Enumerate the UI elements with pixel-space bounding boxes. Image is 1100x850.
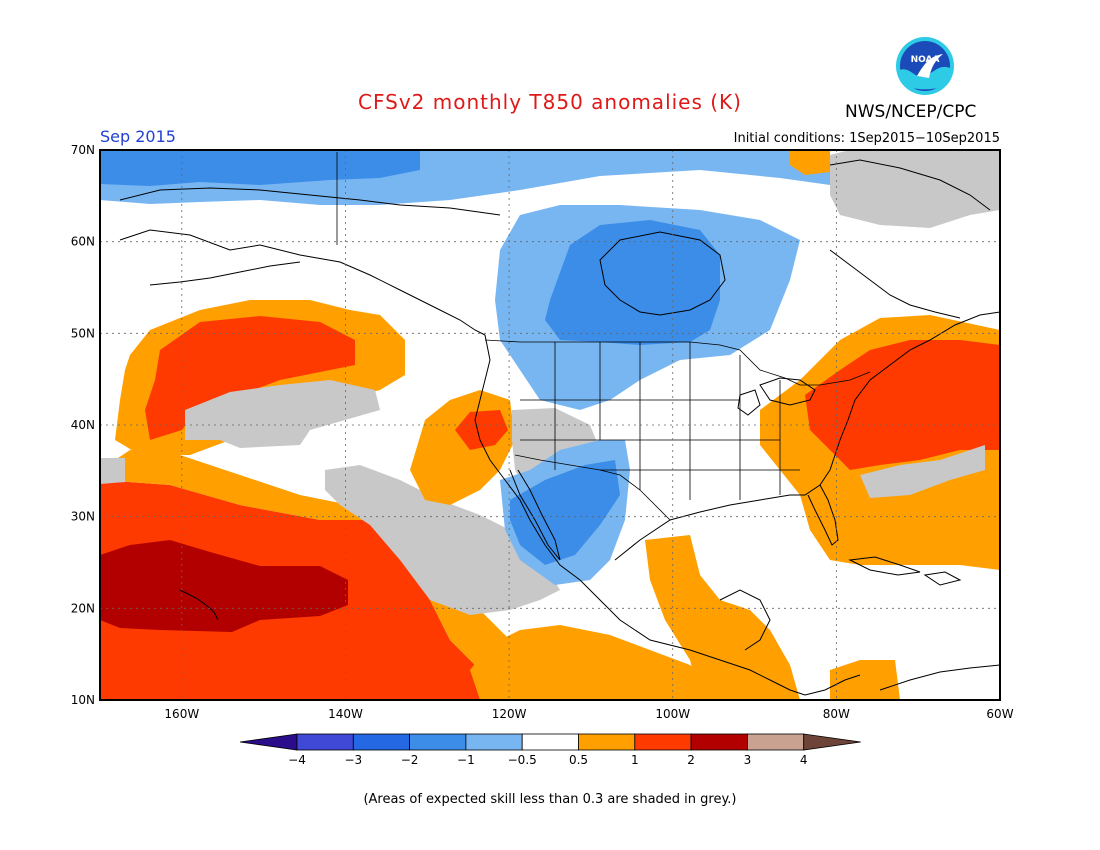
anomaly-region-greenland-grey bbox=[830, 150, 1000, 228]
anomaly-region-hawaii-west-grey bbox=[100, 458, 125, 484]
colorbar-segment bbox=[690, 733, 748, 751]
noaa-logo: NOAA bbox=[896, 37, 954, 95]
colorbar-segment bbox=[409, 733, 467, 751]
south-america-coast bbox=[879, 664, 1000, 691]
colorbar-tick-label: 1 bbox=[631, 753, 639, 767]
north-america-west-coast bbox=[474, 334, 806, 696]
colorbar-segment bbox=[296, 733, 354, 751]
anomaly-region-canada-blue bbox=[545, 220, 720, 345]
greenland-coast bbox=[829, 159, 991, 211]
anomaly-region-arctic-blue bbox=[100, 150, 420, 186]
lat-tick-label: 10N bbox=[71, 693, 95, 707]
aleutian-chain bbox=[149, 261, 301, 286]
anomaly-region-baffin-orange bbox=[790, 150, 830, 175]
footnote: (Areas of expected skill less than 0.3 a… bbox=[363, 792, 737, 807]
colorbar-labels: −4 −3 −2 −1 −0.5 0.5 1 2 3 4 bbox=[288, 753, 807, 767]
colorbar bbox=[239, 733, 861, 751]
us-state-lines bbox=[520, 342, 800, 500]
hawaii bbox=[179, 589, 219, 621]
lat-tick-label: 60N bbox=[71, 235, 95, 249]
lon-tick-label: 60W bbox=[986, 707, 1013, 721]
us-canada-border bbox=[484, 339, 871, 386]
labrador-coast bbox=[829, 249, 961, 319]
anomaly-region-california-red bbox=[455, 410, 508, 450]
colorbar-tick-label: 0.5 bbox=[569, 753, 588, 767]
anomaly-region-tropical-orange bbox=[470, 625, 720, 700]
anomaly-region-mexico-darkblue bbox=[510, 460, 620, 565]
east-coast bbox=[829, 311, 1000, 471]
lon-tick-label: 140W bbox=[328, 707, 363, 721]
agency-label: NWS/NCEP/CPC bbox=[845, 102, 977, 122]
anomaly-region-atlantic-red bbox=[805, 340, 1000, 470]
lat-tick-label: 70N bbox=[71, 143, 95, 157]
lon-tick-label: 80W bbox=[823, 707, 850, 721]
colorbar-low-arrow bbox=[239, 733, 298, 751]
coastlines bbox=[119, 159, 1000, 696]
colorbar-tick-label: −1 bbox=[457, 753, 475, 767]
gridlines bbox=[100, 150, 1000, 700]
colorbar-tick-label: 3 bbox=[744, 753, 752, 767]
anomaly-region-atlantic-grey bbox=[860, 445, 985, 498]
month-label: Sep 2015 bbox=[100, 127, 176, 146]
arctic-coast bbox=[119, 187, 501, 216]
anomaly-region-gulf-orange bbox=[645, 535, 800, 700]
colorbar-segment bbox=[465, 733, 523, 751]
colorbar-segment bbox=[634, 733, 692, 751]
lat-tick-label: 30N bbox=[71, 510, 95, 524]
lon-tick-label: 100W bbox=[655, 707, 690, 721]
anomaly-region-north-pacific-red bbox=[145, 316, 355, 440]
us-mexico-border bbox=[514, 454, 671, 521]
alaska-coast bbox=[119, 229, 486, 336]
map-frame bbox=[99, 149, 1001, 701]
baja-california bbox=[509, 469, 561, 561]
colorbar-tick-label: 4 bbox=[800, 753, 808, 767]
colorbar-tick-label: −3 bbox=[344, 753, 362, 767]
initial-conditions-label: Initial conditions: 1Sep2015−10Sep2015 bbox=[733, 131, 1000, 146]
colorbar-segment bbox=[578, 733, 636, 751]
colorbar-tick-label: −4 bbox=[288, 753, 306, 767]
political-boundaries bbox=[336, 152, 871, 521]
longitude-labels: 160W 140W 120W 100W 80W 60W bbox=[164, 707, 1013, 721]
lon-tick-label: 120W bbox=[492, 707, 527, 721]
yucatan bbox=[719, 589, 771, 651]
gulf-coast bbox=[614, 469, 831, 561]
lat-tick-label: 40N bbox=[71, 418, 95, 432]
latitude-labels: 70N 60N 50N 40N 30N 20N 10N bbox=[71, 143, 95, 707]
colorbar-segment bbox=[352, 733, 410, 751]
lat-tick-label: 20N bbox=[71, 601, 95, 615]
florida bbox=[807, 484, 839, 546]
colorbar-segment bbox=[747, 733, 805, 751]
lon-tick-label: 160W bbox=[164, 707, 199, 721]
chart-title: CFSv2 monthly T850 anomalies (K) bbox=[358, 90, 742, 114]
great-lakes bbox=[737, 377, 816, 416]
cuba bbox=[848, 556, 921, 576]
noaa-logo-text: NOAA bbox=[911, 55, 940, 65]
anomaly-region-pacific-darkred bbox=[100, 540, 348, 632]
colorbar-tick-label: −2 bbox=[401, 753, 419, 767]
lat-tick-label: 50N bbox=[71, 326, 95, 340]
colorbar-tick-label: 2 bbox=[687, 753, 695, 767]
colorbar-high-arrow bbox=[803, 733, 861, 751]
colorbar-segment bbox=[521, 733, 579, 751]
hudson-bay bbox=[599, 231, 726, 316]
colorbar-tick-label: −0.5 bbox=[508, 753, 537, 767]
central-america bbox=[804, 674, 861, 696]
anomaly-region-eastern-pacific-grey bbox=[325, 465, 560, 615]
anomaly-region-caribbean-orange bbox=[830, 660, 900, 700]
anomaly-region-north-pacific-grey bbox=[185, 380, 380, 448]
hispaniola bbox=[923, 571, 962, 586]
